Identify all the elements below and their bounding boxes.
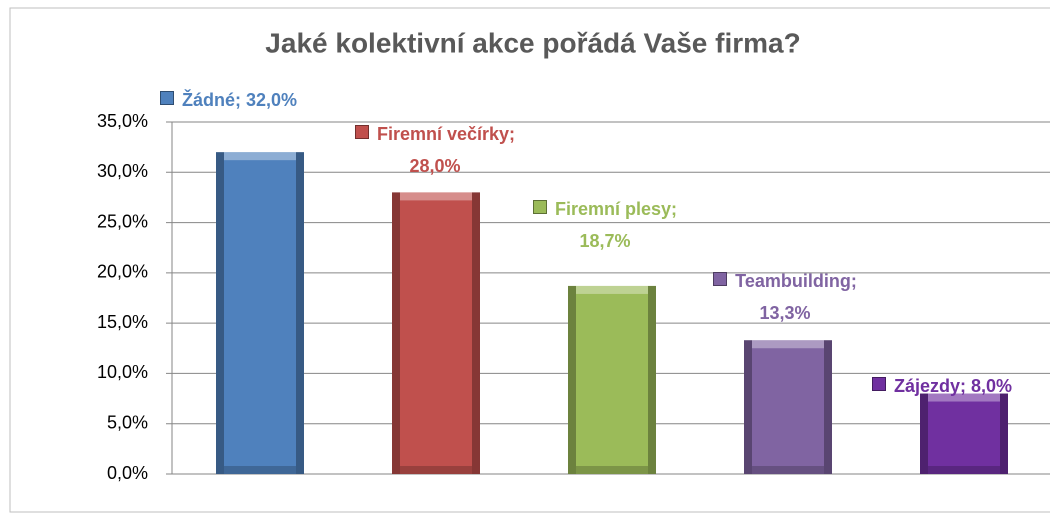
bar [568,285,656,474]
bar [920,393,1008,474]
data-label: Zájezdy; 8,0% [872,370,1050,402]
bar-shade [216,152,224,474]
bar-shade [928,466,1000,474]
y-tick-label: 30,0% [97,161,148,181]
bar-shade [920,393,928,474]
bar-shade [296,152,304,474]
y-tick-label: 5,0% [107,412,148,432]
bar-shade [1000,393,1008,474]
bar-highlight [400,192,472,201]
bar-shade [224,466,296,474]
bar-highlight [576,285,648,294]
bar-shade [400,466,472,474]
bar-shade [576,466,648,474]
bar [744,340,832,474]
data-label: Žádné; 32,0% [160,84,400,116]
bar [392,192,480,474]
y-tick-label: 35,0% [97,111,148,131]
bar-shade [744,340,752,474]
bar-shade [568,285,576,474]
y-tick-label: 25,0% [97,211,148,231]
y-tick-label: 0,0% [107,463,148,483]
data-label: Firemní večírky; 28,0% [335,118,535,182]
chart-title: Jaké kolektivní akce pořádá Vaše firma? [265,27,800,58]
bar-shade [824,340,832,474]
bar [216,152,304,474]
bar-shade [752,466,824,474]
y-tick-label: 20,0% [97,262,148,282]
data-label: Teambuilding; 13,3% [700,265,870,329]
bar-shade [392,192,400,474]
bar-highlight [752,340,824,349]
bar-shade [472,192,480,474]
bar-shade [648,285,656,474]
bar-highlight [224,152,296,161]
data-label: Firemní plesy; 18,7% [520,193,690,257]
y-tick-label: 10,0% [97,362,148,382]
y-tick-label: 15,0% [97,312,148,332]
